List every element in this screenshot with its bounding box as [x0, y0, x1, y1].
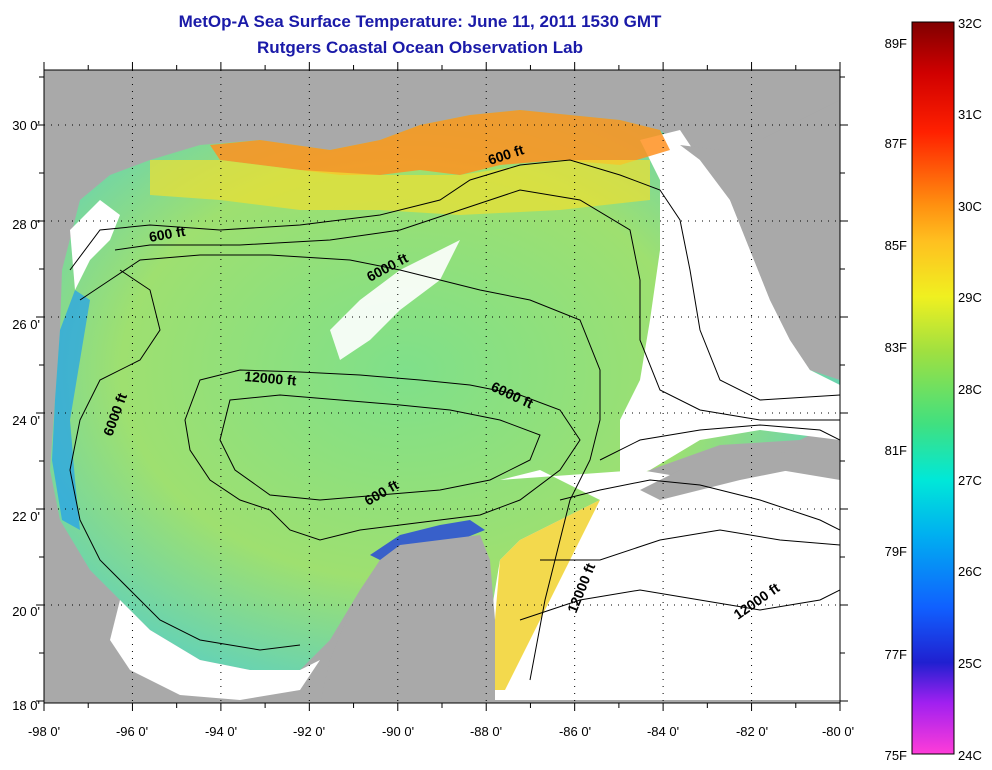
warm-band-yucatan — [495, 500, 600, 690]
colorbar-c-label: 30C — [958, 199, 982, 214]
lat-label: 22 0' — [12, 509, 40, 524]
yellow-band-north — [150, 160, 650, 215]
lon-label: -94 0' — [205, 724, 237, 739]
lon-label: -82 0' — [736, 724, 768, 739]
colorbar-f-label: 81F — [885, 443, 907, 458]
lon-label: -88 0' — [470, 724, 502, 739]
colorbar-c-label: 31C — [958, 107, 982, 122]
lat-label: 26 0' — [12, 317, 40, 332]
florida-land — [680, 100, 840, 380]
cloud-sw — [110, 600, 320, 700]
lon-label: -90 0' — [382, 724, 414, 739]
colorbar — [911, 21, 955, 755]
colorbar-c-label: 25C — [958, 656, 982, 671]
cloud-center — [330, 240, 460, 360]
warm-band-north — [210, 110, 670, 175]
colorbar-f-label: 83F — [885, 340, 907, 355]
lat-label: 24 0' — [12, 413, 40, 428]
colorbar-f-label: 77F — [885, 647, 907, 662]
lon-label: -84 0' — [647, 724, 679, 739]
lon-axis: -98 0' -96 0' -94 0' -92 0' -90 0' -88 0… — [28, 724, 854, 739]
colorbar-c-label: 26C — [958, 564, 982, 579]
graticule — [36, 62, 848, 711]
lon-label: -86 0' — [559, 724, 591, 739]
lat-label: 18 0' — [12, 698, 40, 713]
colorbar-c-label: 29C — [958, 290, 982, 305]
bathymetry-contours — [69, 159, 840, 681]
colorbar-fahrenheit: 89F 87F 85F 83F 81F 79F 77F 75F — [885, 36, 907, 763]
yucatan-land — [320, 535, 495, 703]
lat-label: 28 0' — [12, 217, 40, 232]
map-subtitle: Rutgers Coastal Ocean Observation Lab — [257, 38, 583, 57]
colorbar-c-label: 32C — [958, 16, 982, 31]
cloud-east — [620, 130, 840, 480]
colorbar-c-label: 27C — [958, 473, 982, 488]
lat-label: 30 0' — [12, 118, 40, 133]
colorbar-c-label: 28C — [958, 382, 982, 397]
colorbar-c-label: 24C — [958, 748, 982, 763]
lat-axis: 30 0' 28 0' 26 0' 24 0' 22 0' 20 0' 18 0… — [12, 118, 40, 713]
lon-label: -80 0' — [822, 724, 854, 739]
cuba-land — [640, 452, 840, 500]
colorbar-f-label: 87F — [885, 136, 907, 151]
colorbar-celsius: 32C 31C 30C 29C 28C 27C 26C 25C 24C — [958, 16, 982, 763]
colorbar-f-label: 75F — [885, 748, 907, 763]
contour-label: 12000 ft — [244, 368, 298, 389]
lat-label: 20 0' — [12, 604, 40, 619]
cool-band-west — [52, 290, 90, 530]
lon-label: -92 0' — [293, 724, 325, 739]
colorbar-f-label: 85F — [885, 238, 907, 253]
lon-label: -96 0' — [116, 724, 148, 739]
map-title: MetOp-A Sea Surface Temperature: June 11… — [178, 12, 662, 31]
lon-label: -98 0' — [28, 724, 60, 739]
colorbar-f-label: 79F — [885, 544, 907, 559]
cloud-west — [70, 200, 120, 290]
contour-label: 600 ft — [148, 223, 187, 245]
colorbar-f-label: 89F — [885, 36, 907, 51]
